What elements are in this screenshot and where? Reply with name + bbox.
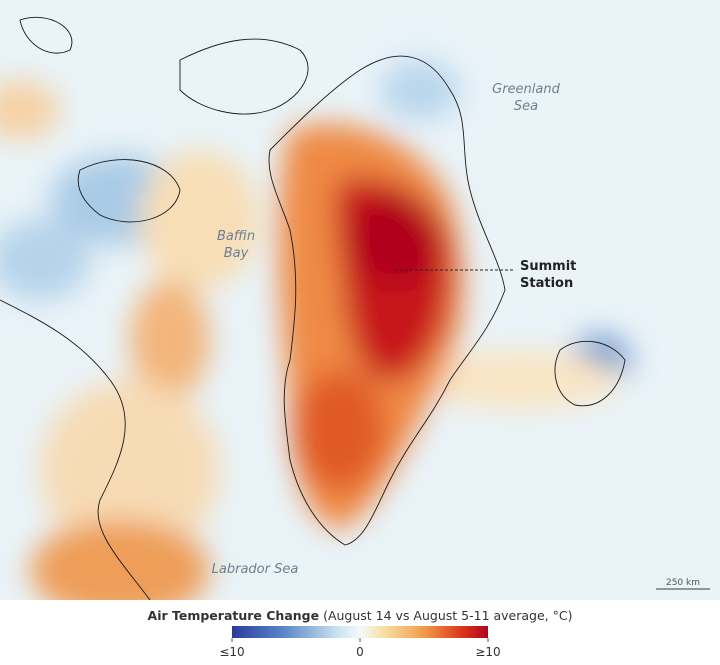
sea-label: Greenland Sea [492, 82, 560, 114]
label-line: Summit [520, 259, 576, 274]
tick-label: ≤10 [219, 645, 244, 659]
label-line: Bay [224, 246, 249, 261]
sea-label: Labrador Sea [212, 562, 299, 577]
label-line: Sea [514, 99, 538, 114]
legend-title: Air Temperature Change (August 14 vs Aug… [148, 608, 573, 623]
coastlines [0, 16, 626, 600]
legend-title-main: Air Temperature Change [148, 608, 320, 623]
label-line: Labrador Sea [212, 562, 299, 577]
scale-label: 250 km [666, 578, 700, 588]
tick-label: 0 [356, 645, 364, 659]
temperature-map: Greenland Sea Baffin Bay Summit Station Lab… [0, 0, 720, 600]
label-line: Greenland [492, 82, 560, 97]
legend-subtitle: (August 14 vs August 5-11 average, °C) [323, 608, 572, 623]
tick-label: ≥10 [475, 645, 500, 659]
label-line: Baffin [217, 229, 255, 244]
station-label: Summit Station [520, 259, 576, 291]
label-line: Station [520, 276, 573, 291]
sea-label: Baffin Bay [217, 229, 255, 261]
color-bar [232, 626, 488, 638]
legend-ticks: ≤10 0 ≥10 [219, 638, 501, 659]
